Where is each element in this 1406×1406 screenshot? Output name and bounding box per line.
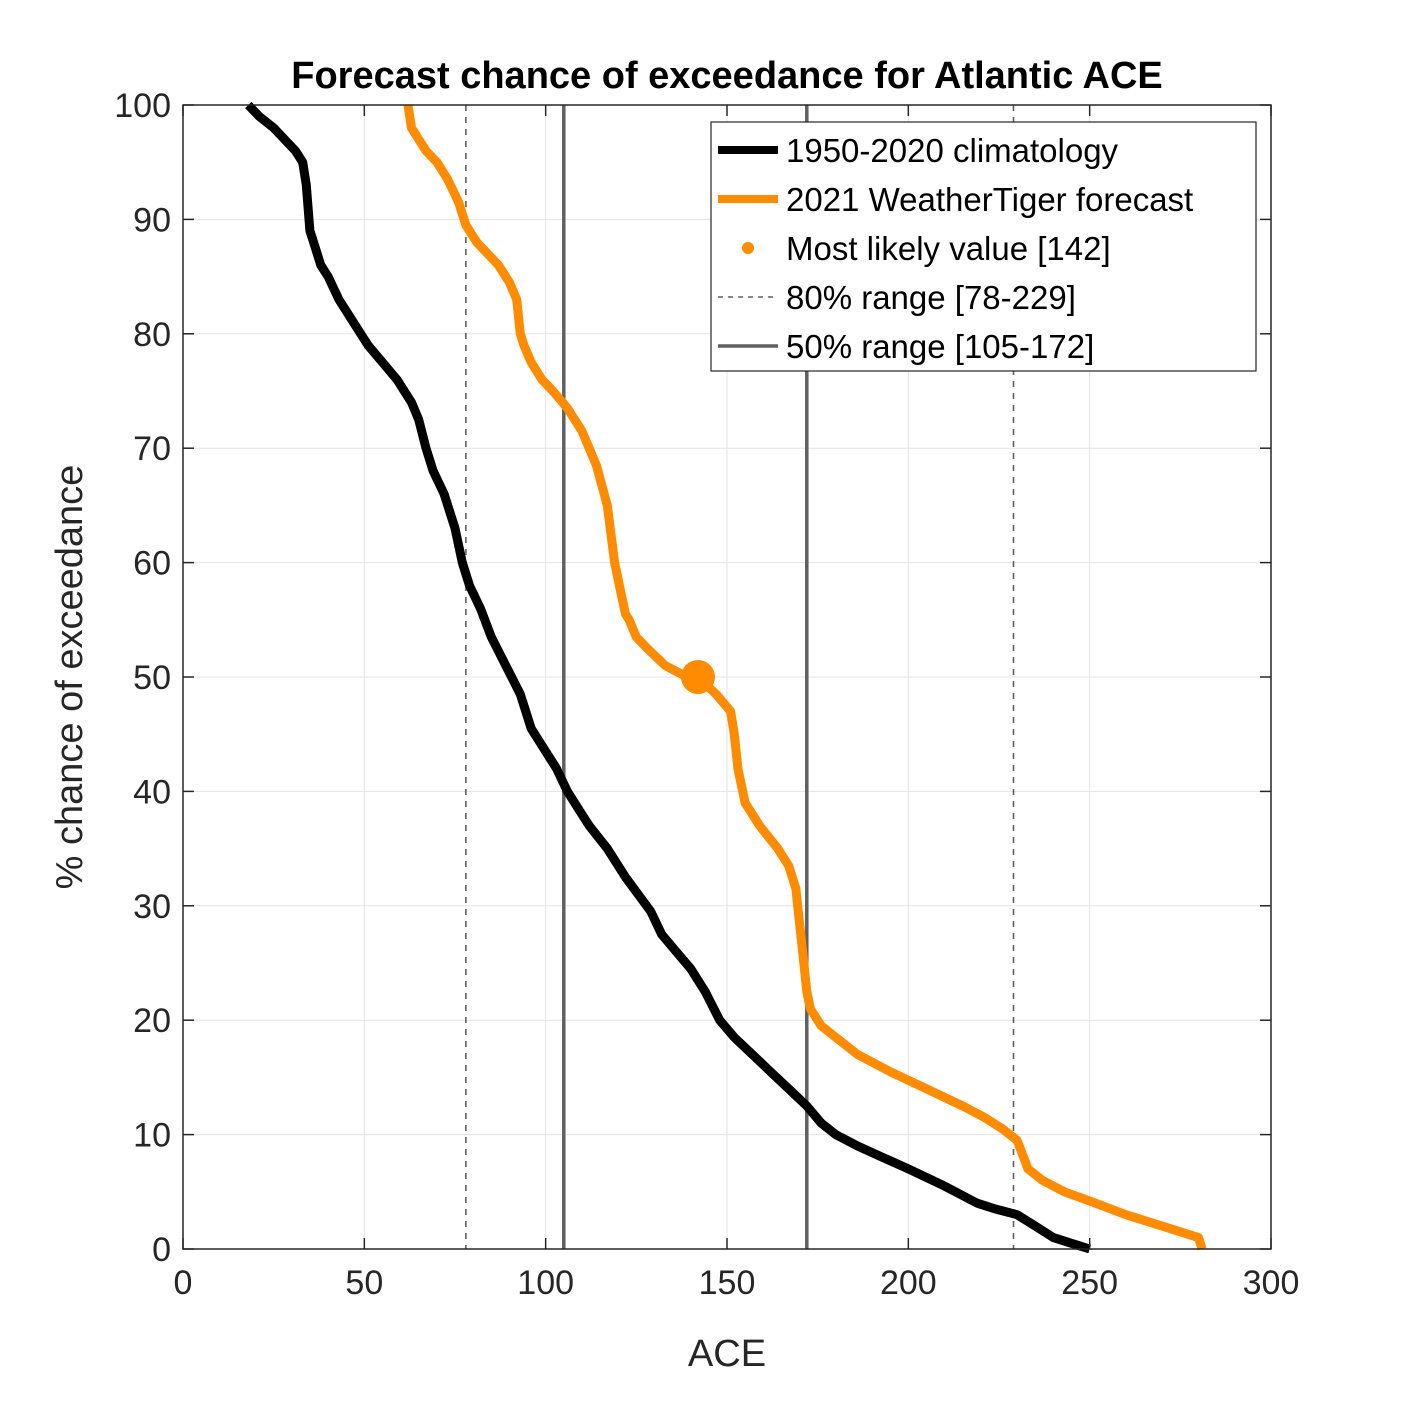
x-axis-label: ACE xyxy=(688,1333,766,1375)
y-tick-label: 20 xyxy=(133,1002,171,1040)
legend-swatch-most-likely xyxy=(742,242,754,254)
chart-title: Forecast chance of exceedance for Atlant… xyxy=(291,55,1162,97)
x-tick-label: 300 xyxy=(1243,1264,1300,1302)
legend-box xyxy=(710,121,1257,372)
x-tick-label: 250 xyxy=(1061,1264,1118,1302)
climatology-line xyxy=(245,101,1092,1254)
x-axis-ticks: 0 50 100 150 200 250 300 xyxy=(174,105,1300,1302)
x-tick-label: 200 xyxy=(880,1264,937,1302)
y-tick-label: 60 xyxy=(133,545,171,583)
y-tick-label: 10 xyxy=(133,1117,171,1155)
y-tick-label: 90 xyxy=(133,201,171,239)
most-likely-marker xyxy=(680,660,715,694)
y-tick-label: 30 xyxy=(133,888,171,926)
y-tick-label: 100 xyxy=(114,87,171,125)
legend-label-50-range: 50% range [105-172] xyxy=(786,328,1094,365)
y-tick-label: 80 xyxy=(133,316,171,354)
x-tick-label: 50 xyxy=(345,1264,383,1302)
legend-label-80-range: 80% range [78-229] xyxy=(786,279,1076,316)
y-tick-label: 70 xyxy=(133,430,171,468)
legend: 1950-2020 climatology 2021 WeatherTiger … xyxy=(710,121,1257,372)
y-tick-label: 40 xyxy=(133,773,171,811)
x-tick-label: 100 xyxy=(517,1264,574,1302)
most-likely-marker-group xyxy=(680,660,715,694)
x-tick-label: 0 xyxy=(174,1264,193,1302)
legend-label-most-likely: Most likely value [142] xyxy=(786,230,1111,267)
legend-label-forecast: 2021 WeatherTiger forecast xyxy=(786,181,1193,218)
y-axis-label: % chance of exceedance xyxy=(49,465,91,890)
y-axis-ticks: 0 10 20 30 40 50 60 70 80 90 100 xyxy=(114,87,1271,1269)
y-tick-label: 50 xyxy=(133,659,171,697)
y-tick-label: 0 xyxy=(152,1231,171,1269)
x-tick-label: 150 xyxy=(699,1264,756,1302)
legend-label-climatology: 1950-2020 climatology xyxy=(786,132,1119,169)
